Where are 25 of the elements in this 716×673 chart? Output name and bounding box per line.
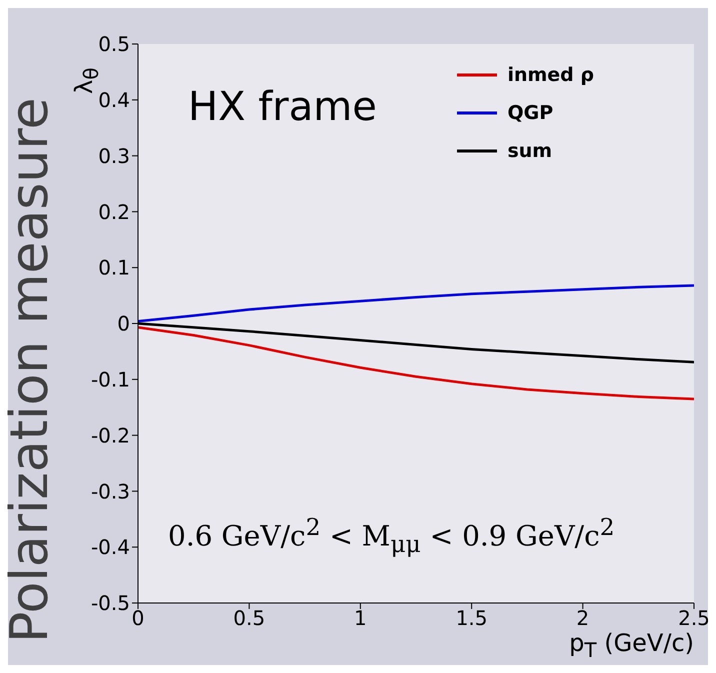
text: Polarization measure bbox=[0, 97, 60, 643]
y-tick-label: -0.3 bbox=[90, 479, 130, 504]
legend-label: inmed ρ bbox=[507, 64, 594, 86]
y-tick-label: -0.4 bbox=[90, 535, 130, 560]
legend-label: sum bbox=[507, 140, 552, 162]
x-tick-label: 1 bbox=[354, 606, 367, 630]
y-tick-label: 0.3 bbox=[98, 144, 130, 168]
y-tick-label: -0.2 bbox=[90, 423, 130, 448]
y-tick-label: 0.4 bbox=[98, 88, 130, 112]
x-tick-label: 1.5 bbox=[456, 606, 488, 630]
y-tick-label: 0.2 bbox=[98, 200, 130, 224]
legend-label: QGP bbox=[507, 102, 554, 124]
x-axis-title: p$_{T}$ (GeV/c) bbox=[569, 629, 694, 662]
x-tick-label: 2.5 bbox=[678, 606, 710, 630]
y-tick-label: 0 bbox=[117, 312, 130, 336]
line-series bbox=[138, 326, 694, 400]
x-tick-label: 2 bbox=[576, 606, 590, 630]
y-tick-label: -0.1 bbox=[90, 368, 130, 392]
annotation: 0.6 GeV/c$^{2}$ < M$_{μμ}$ < 0.9 GeV/c$^{2}$ bbox=[168, 513, 615, 558]
line-series bbox=[138, 284, 694, 323]
y-tick-label: 0.5 bbox=[98, 32, 130, 56]
annotation: HX frame bbox=[188, 84, 377, 130]
x-tick-label: 0.5 bbox=[233, 606, 266, 630]
y-tick-label: -0.5 bbox=[90, 591, 130, 616]
y-tick-label: 0.1 bbox=[98, 256, 130, 280]
